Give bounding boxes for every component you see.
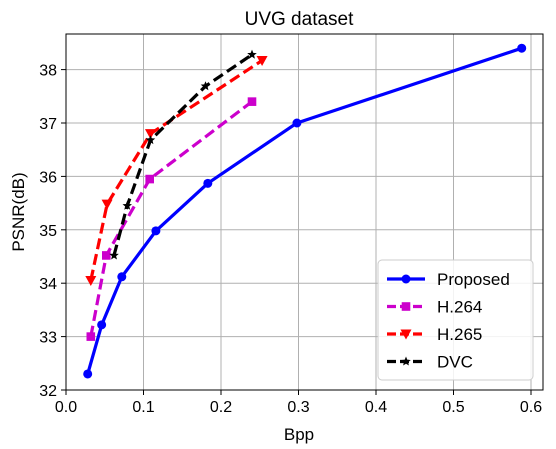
data-point — [203, 178, 213, 188]
y-tick-label: 37 — [39, 116, 57, 133]
data-point — [102, 251, 111, 260]
y-axis-label: PSNR(dB) — [9, 172, 28, 251]
y-tick-label: 38 — [39, 63, 57, 80]
x-axis-ticks: 0.0 0.1 0.2 0.3 0.4 0.5 0.6 — [55, 390, 542, 416]
data-point — [144, 129, 156, 140]
legend-marker — [400, 329, 412, 340]
legend-label: H.265 — [437, 325, 482, 344]
data-point — [97, 320, 107, 330]
y-tick-label: 33 — [39, 330, 57, 347]
series-dvc — [109, 49, 257, 260]
legend-label: H.264 — [437, 298, 482, 317]
legend: Proposed H.264 H.265 DVC — [377, 259, 534, 381]
legend-box — [377, 259, 534, 381]
x-tick-label: 0.4 — [365, 399, 387, 416]
data-point — [151, 226, 161, 236]
data-point — [247, 97, 257, 106]
data-point — [109, 250, 119, 260]
legend-marker — [401, 356, 411, 366]
data-point — [517, 43, 527, 53]
y-tick-label: 34 — [39, 276, 57, 293]
x-tick-label: 0.2 — [210, 399, 232, 416]
data-point — [247, 49, 257, 59]
x-tick-label: 0.6 — [520, 399, 542, 416]
series-h-264 — [86, 97, 257, 341]
x-tick-label: 0.0 — [55, 399, 77, 416]
chart-title: UVG dataset — [245, 9, 354, 30]
y-tick-label: 35 — [39, 223, 57, 240]
data-point — [86, 332, 96, 341]
plot-frame — [65, 33, 544, 391]
series-h-265 — [85, 56, 268, 287]
data-point — [85, 276, 97, 287]
data-point — [256, 56, 268, 67]
legend-label: DVC — [437, 353, 473, 372]
legend-marker — [401, 274, 411, 284]
data-point — [101, 199, 113, 210]
legend-marker — [401, 302, 411, 311]
series-line — [89, 59, 263, 281]
data-point — [117, 272, 127, 282]
series-line — [89, 100, 253, 337]
y-axis-ticks: 32 33 34 35 36 37 38 — [39, 63, 66, 400]
data-point — [122, 200, 132, 210]
data-point — [145, 135, 156, 145]
y-tick-label: 36 — [39, 169, 57, 186]
data-point — [145, 174, 154, 184]
x-axis-label: Bpp — [284, 425, 314, 444]
data-point — [83, 369, 93, 379]
y-tick-label: 32 — [39, 383, 57, 400]
data-point — [200, 81, 211, 91]
x-tick-label: 0.5 — [442, 399, 464, 416]
series-layer — [83, 43, 527, 379]
legend-label: Proposed — [437, 270, 510, 289]
x-tick-label: 0.1 — [132, 399, 154, 416]
x-tick-label: 0.3 — [287, 399, 309, 416]
series-proposed — [83, 43, 527, 379]
data-point — [292, 118, 302, 128]
